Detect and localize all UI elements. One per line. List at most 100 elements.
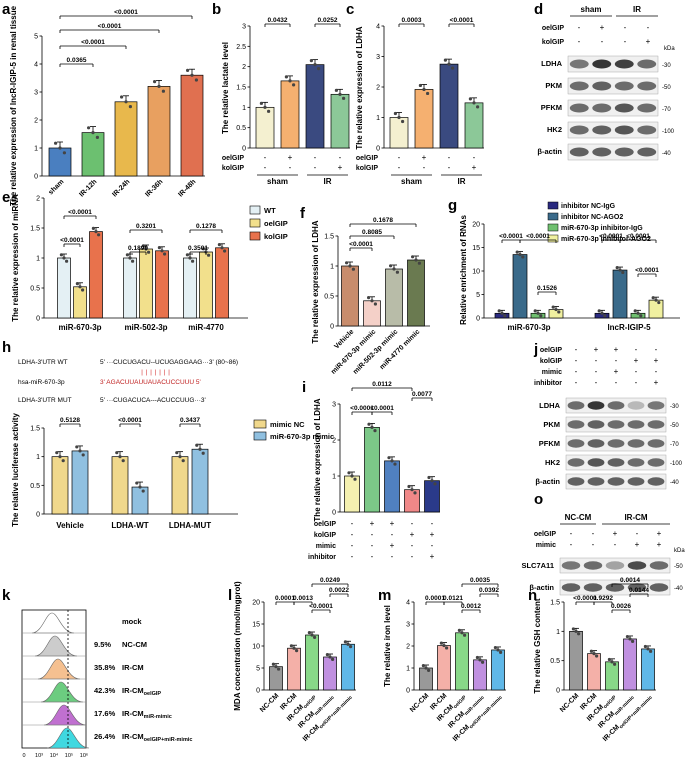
condition-sign: -: [351, 552, 354, 561]
bar: [305, 634, 319, 691]
blot-strip: [567, 77, 659, 95]
p-value: 0.3201: [136, 223, 156, 230]
kda-unit: kDa: [674, 548, 685, 554]
condition-sign: -: [411, 541, 414, 550]
blot-band: [649, 583, 669, 592]
y-tick-label: 2.5: [236, 44, 246, 51]
condition-sign: -: [371, 541, 374, 550]
condition-sign: +: [614, 367, 619, 376]
p-value: <0.0001: [68, 209, 92, 216]
sequence-wt: 5' ···CUCUGACU--UCUGAGGAAG···3' (80~86): [100, 359, 238, 366]
blot-strip: [567, 143, 659, 161]
p-value: <0.0001: [526, 233, 550, 240]
p-value: <0.0001: [635, 267, 659, 274]
y-tick-label: 1: [330, 264, 334, 271]
data-point: [223, 249, 227, 253]
y-tick-label: 1: [34, 146, 38, 153]
y-tick-label: 1.5: [324, 234, 334, 241]
kda-marker: -40: [662, 151, 671, 157]
x-tick-subscript: oelGIP: [452, 694, 468, 710]
data-point: [201, 247, 205, 251]
data-point: [78, 285, 82, 289]
condition-sign: -: [595, 378, 598, 387]
data-point: [426, 91, 430, 96]
blot-band: [649, 561, 669, 570]
condition-row-label: kolGIP: [542, 39, 565, 46]
condition-sign: -: [647, 23, 650, 32]
blot-band: [607, 401, 625, 410]
condition-sign: -: [575, 367, 578, 376]
histogram-curve: [40, 681, 84, 703]
gate-percent: 17.6%: [94, 709, 116, 718]
data-point: [422, 87, 426, 92]
condition-sign: -: [655, 367, 658, 376]
data-point: [418, 83, 422, 88]
sequence-label: LDHA-3'UTR WT: [18, 359, 68, 366]
p-value: <0.0001: [114, 9, 138, 16]
panel-letter: j: [533, 341, 538, 358]
x-tick-subscript: oelGIP: [302, 694, 318, 710]
blot-band: [627, 583, 647, 592]
data-point: [410, 488, 414, 492]
condition-row-label: oelGIP: [222, 155, 245, 162]
data-point: [310, 633, 314, 637]
legend-swatch: [547, 201, 559, 210]
data-point: [496, 648, 500, 652]
condition-sign: +: [600, 23, 605, 32]
data-point: [343, 640, 347, 644]
y-tick-label: 15: [252, 622, 260, 629]
condition-sign: -: [351, 530, 354, 539]
panel-i: 0 1 2 3 The relative expression of LDHA 0.011…: [308, 381, 440, 561]
condition-sign: +: [422, 153, 427, 162]
blot-band: [592, 147, 612, 157]
data-point: [533, 309, 537, 313]
condition-sign: -: [411, 552, 414, 561]
data-point: [643, 644, 648, 649]
data-point: [124, 100, 128, 104]
data-point: [313, 63, 317, 67]
condition-sign: +: [410, 530, 415, 539]
bar: [363, 300, 381, 327]
p-value: 0.0112: [372, 381, 392, 388]
panel-j: oelGIP - + + - - kolGIP - - - + + mimic - - + - - inhibito…: [534, 345, 683, 490]
p-value: <0.0001: [60, 237, 84, 244]
data-point: [493, 645, 497, 650]
base-pair-mark: |: [168, 370, 170, 376]
blot-band: [607, 420, 625, 429]
data-point: [636, 311, 640, 315]
condition-sign: -: [473, 153, 476, 162]
panel-letter: m: [378, 587, 391, 604]
legend-swatch: [249, 205, 261, 215]
bar: [71, 450, 89, 515]
bar: [569, 630, 583, 691]
legend-label: WT: [264, 206, 276, 215]
panel-f: 0 0.5 1 1.5 The relative expression of LDHA V…: [311, 217, 430, 376]
kda-marker: -70: [662, 107, 671, 113]
condition-sign: -: [635, 345, 638, 354]
condition-row-label: kolGIP: [314, 532, 337, 539]
x-tick-label: IR-48h: [177, 178, 197, 198]
p-value: 0.0077: [412, 391, 432, 398]
legend-label: inhibitor NC-IgG: [561, 203, 616, 210]
data-point: [186, 68, 190, 72]
data-point: [94, 230, 98, 234]
gate-percent: 42.3%: [94, 686, 116, 695]
p-value: <0.0001: [573, 595, 597, 602]
y-tick-label: 0: [36, 316, 40, 323]
sequence-label: hsa-miR-670-3p: [18, 379, 65, 386]
data-point: [657, 300, 661, 305]
data-point: [518, 252, 522, 257]
x-tick-label: Vehicle: [333, 328, 355, 350]
data-point: [157, 84, 161, 88]
bar: [255, 106, 275, 149]
condition-sign: -: [371, 530, 374, 539]
data-point: [191, 259, 195, 263]
data-point: [58, 455, 62, 459]
p-value: 0.3501: [188, 245, 208, 252]
base-pair-mark: |: [159, 370, 161, 376]
data-point: [147, 250, 151, 254]
y-tick-label: 2: [332, 438, 336, 445]
condition-sign: -: [655, 345, 658, 354]
panel-letter: h: [2, 339, 11, 356]
data-point: [194, 78, 198, 82]
